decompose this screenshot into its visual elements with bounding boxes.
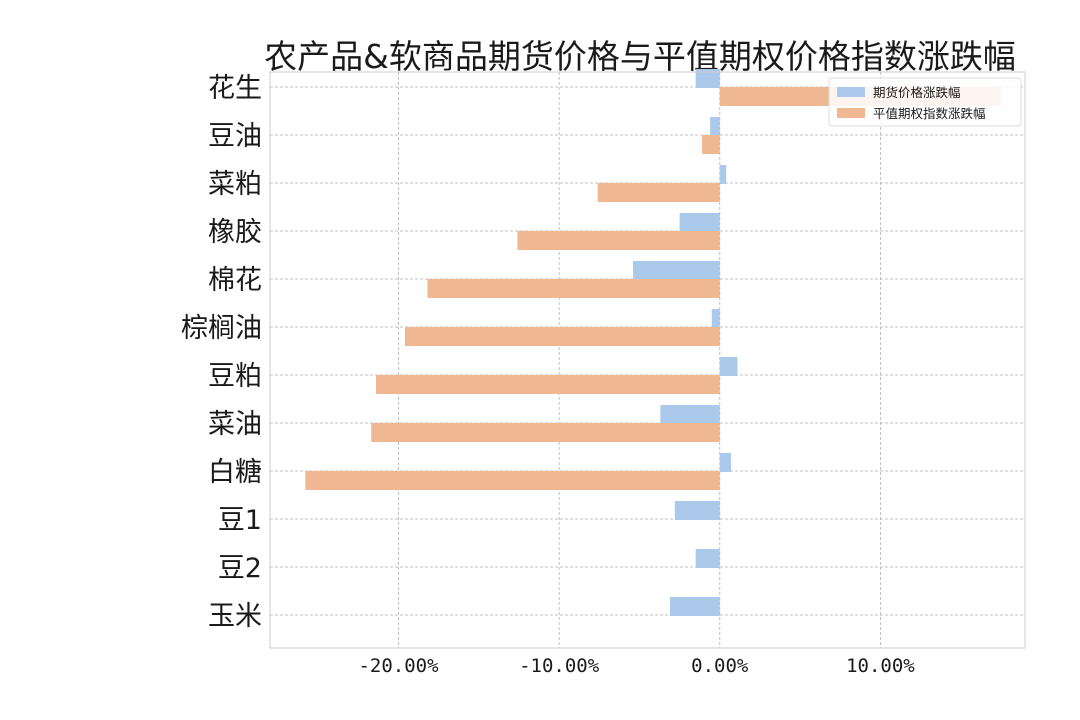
option-index-bar [597, 183, 720, 202]
x-tick-label: 10.00% [846, 655, 915, 677]
y-tick-label: 豆粕 [208, 361, 262, 392]
y-tick-label: 菜油 [208, 409, 262, 440]
y-tick-label: 棉花 [208, 265, 262, 296]
y-tick-label: 豆1 [218, 505, 262, 536]
futures-bar [719, 165, 727, 184]
plot-frame [269, 71, 1026, 649]
option-index-bar [305, 471, 720, 490]
futures-bar [679, 213, 720, 232]
y-tick-label: 橡胶 [208, 217, 262, 248]
y-tick-label: 花生 [208, 73, 262, 104]
chart-title: 农产品&软商品期货价格与平值期权价格指数涨跌幅 [264, 37, 1016, 76]
futures-bar [711, 309, 720, 328]
option-index-bar [371, 423, 720, 442]
futures-bar [660, 405, 720, 424]
futures-bar [695, 69, 720, 88]
legend-label: 平值期权指数涨跌幅 [873, 106, 986, 121]
plot-border [269, 71, 1026, 649]
x-tick-labels: -20.00% -10.00% 0.00% 10.00% [358, 655, 915, 677]
legend-swatch [837, 87, 865, 97]
option-index-bar [427, 279, 720, 298]
y-tick-label: 玉米 [208, 601, 262, 632]
x-tick-label: -20.00% [358, 655, 439, 677]
futures-bar [710, 117, 720, 136]
futures-bar [669, 597, 720, 616]
option-index-bar [517, 231, 720, 250]
futures-bar [719, 357, 738, 376]
bars [305, 69, 1001, 616]
option-index-bar [376, 375, 720, 394]
y-tick-label: 豆油 [208, 121, 262, 152]
x-tick-label: 0.00% [691, 655, 749, 677]
y-tick-label: 豆2 [218, 553, 262, 584]
y-tick-label: 菜粕 [208, 169, 262, 200]
gridlines [270, 72, 1025, 648]
y-tick-label: 白糖 [208, 457, 262, 488]
option-index-bar [404, 327, 720, 346]
futures-bar [674, 501, 720, 520]
legend-label: 期货价格涨跌幅 [873, 85, 961, 100]
futures-bar [633, 261, 720, 280]
futures-bar [719, 453, 732, 472]
futures-bar [695, 549, 720, 568]
x-tick-label: -10.00% [519, 655, 600, 677]
y-tick-label: 棕榈油 [181, 313, 262, 344]
legend-swatch [837, 108, 865, 118]
legend-box [828, 77, 1022, 127]
option-index-bar [702, 135, 720, 154]
